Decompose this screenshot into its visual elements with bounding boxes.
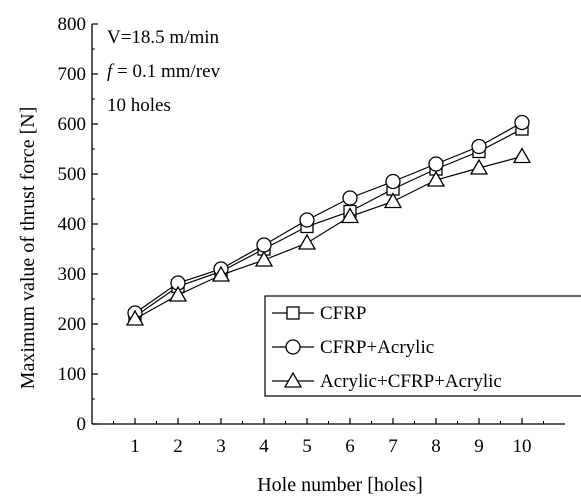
y-axis-title: Maximum value of thrust force [N] — [17, 107, 39, 390]
legend-entry: Acrylic+CFRP+Acrylic — [272, 371, 502, 392]
data-point — [428, 156, 444, 172]
legend-marker — [286, 306, 300, 320]
holes-annotation: 10 holes — [107, 95, 171, 116]
data-point — [211, 265, 231, 282]
y-tick-label: 800 — [58, 14, 87, 35]
feed-value: = 0.1 mm/rev — [112, 61, 220, 82]
legend: CFRP CFRP+Acrylic Acrylic+CFRP+Acrylic — [264, 295, 581, 397]
data-point — [512, 147, 532, 164]
x-axis-title: Hole number [holes] — [257, 474, 423, 496]
y-tick-label: 700 — [58, 64, 87, 85]
series-line — [134, 155, 523, 320]
series-triangle — [125, 147, 532, 326]
data-point — [168, 285, 188, 302]
x-tick-label: 5 — [302, 436, 312, 457]
legend-entry: CFRP — [272, 303, 366, 324]
data-point — [469, 158, 489, 175]
y-axis-ticks: 0 100 200 300 400 500 600 700 800 — [58, 14, 98, 435]
y-tick-label: 100 — [58, 364, 87, 385]
x-tick-label: 8 — [431, 436, 441, 457]
series-line — [134, 121, 523, 314]
y-tick-label: 200 — [58, 314, 87, 335]
legend-label: CFRP — [320, 303, 366, 324]
legend-label: Acrylic+CFRP+Acrylic — [320, 371, 502, 392]
annotation-block: V=18.5 m/min f = 0.1 mm/rev 10 holes — [107, 27, 221, 116]
legend-marker — [285, 339, 301, 355]
data-point — [125, 309, 145, 326]
legend-entry: CFRP+Acrylic — [272, 337, 434, 358]
series-circle — [127, 114, 530, 321]
data-point — [254, 250, 274, 267]
feed-annotation: f = 0.1 mm/rev — [107, 61, 221, 82]
x-axis-ticks: 1 2 3 4 5 6 7 8 9 10 — [113, 418, 544, 457]
data-point — [297, 233, 317, 250]
y-tick-label: 500 — [58, 164, 87, 185]
data-point — [471, 138, 487, 155]
data-point — [514, 114, 530, 131]
series-square — [128, 122, 529, 324]
speed-annotation: V=18.5 m/min — [107, 27, 220, 48]
x-tick-label: 7 — [388, 436, 398, 457]
legend-box — [264, 295, 581, 397]
x-tick-label: 3 — [216, 436, 226, 457]
series-layer — [125, 114, 532, 326]
y-tick-label: 300 — [58, 264, 87, 285]
x-tick-label: 1 — [130, 436, 140, 457]
x-tick-label: 4 — [259, 436, 269, 457]
legend-marker — [283, 371, 303, 388]
data-point — [385, 173, 401, 190]
y-tick-label: 600 — [58, 114, 87, 135]
data-point — [340, 207, 360, 224]
feed-symbol: f — [107, 61, 115, 82]
y-tick-label: 0 — [77, 414, 87, 435]
data-point — [342, 190, 358, 206]
data-point — [426, 170, 446, 187]
x-tick-label: 10 — [513, 436, 532, 457]
legend-label: CFRP+Acrylic — [320, 337, 434, 358]
data-point — [299, 212, 315, 228]
x-tick-label: 2 — [173, 436, 183, 457]
y-tick-label: 400 — [58, 214, 87, 235]
x-tick-label: 6 — [345, 436, 355, 457]
x-tick-label: 9 — [474, 436, 484, 457]
series-line — [134, 128, 523, 317]
data-point — [256, 237, 272, 253]
data-point — [383, 192, 403, 209]
